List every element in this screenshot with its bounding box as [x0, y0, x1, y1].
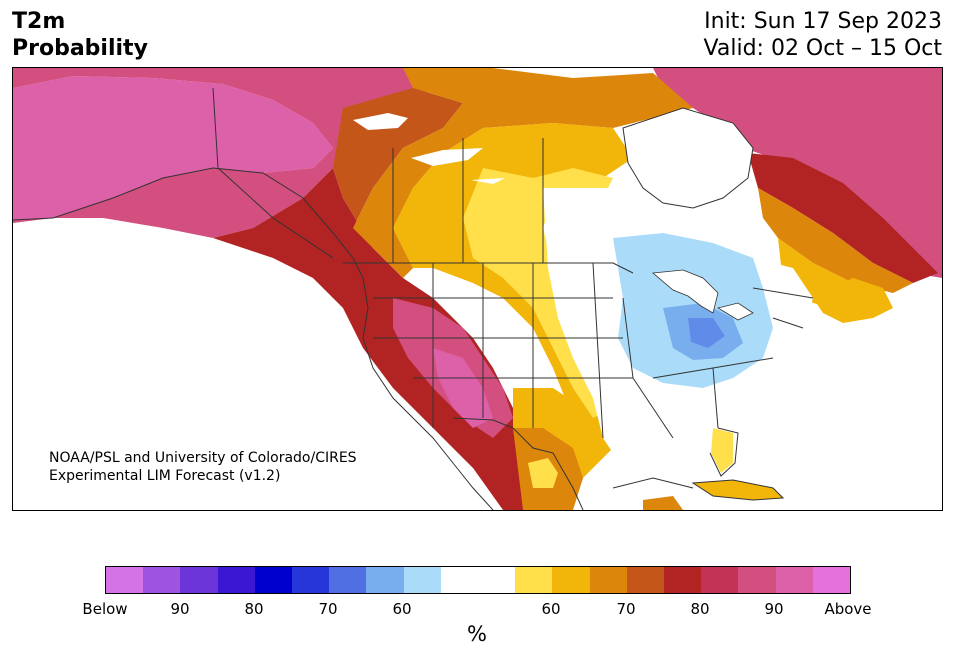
- title-line-2: Probability: [12, 36, 148, 61]
- great-bear-lake: [353, 113, 408, 130]
- colorbar-segment: [106, 567, 144, 593]
- region-above-90: [13, 68, 433, 238]
- colorbar-segment: [180, 567, 218, 593]
- colorbar-segment: [440, 567, 516, 593]
- great-lakes: [652, 269, 754, 321]
- probability-map: [12, 67, 943, 511]
- colorbar-segment: [217, 567, 255, 593]
- region-west-above-80: [213, 168, 533, 510]
- great-slave-lake: [411, 148, 483, 166]
- init-date: Init: Sun 17 Sep 2023: [704, 9, 942, 34]
- forecast-dates: Init: Sun 17 Sep 2023 Valid: 02 Oct – 15…: [704, 8, 942, 62]
- colorbar-label-80-below: 80: [244, 600, 264, 618]
- colorbar-segment: [403, 567, 441, 593]
- colorbar-segment: [589, 567, 627, 593]
- region-far-above: [13, 76, 333, 220]
- colorbar-segment: [366, 567, 404, 593]
- colorbar-label-70-above: 70: [616, 600, 636, 618]
- colorbar-label-90-below: 90: [170, 600, 190, 618]
- lake-athabasca: [471, 178, 505, 184]
- title-line-1: T2m: [12, 9, 66, 34]
- region-cuba: [693, 480, 783, 500]
- region-canada-65: [353, 68, 693, 278]
- credit-line-1: NOAA/PSL and University of Colorado/CIRE…: [49, 450, 357, 466]
- region-florida-60: [711, 428, 733, 473]
- colorbar-segment: [738, 567, 776, 593]
- region-maritime-above: [813, 278, 893, 323]
- region-mexico-south: [643, 496, 683, 510]
- colorbar-segment: [626, 567, 665, 593]
- region-below-70: [688, 318, 725, 348]
- colorbar-label-90-above: 90: [764, 600, 784, 618]
- region-southwest-far-above: [433, 348, 493, 428]
- map-title: T2m Probability: [12, 8, 148, 62]
- map-canvas: [13, 68, 942, 510]
- colorbar-label-70-below: 70: [318, 600, 338, 618]
- colorbar-segment: [552, 567, 590, 593]
- colorbar-segment: [143, 567, 181, 593]
- colorbar-segment: [664, 567, 702, 593]
- colorbar-segment: [292, 567, 330, 593]
- hudson-bay: [623, 108, 753, 208]
- valid-range: Valid: 02 Oct – 15 Oct: [703, 36, 942, 61]
- colorbar-segment: [775, 567, 813, 593]
- colorbar: [105, 566, 851, 594]
- political-borders: [13, 87, 814, 510]
- colorbar-unit: %: [467, 622, 487, 646]
- colorbar-segment: [515, 567, 553, 593]
- credit-line-2: Experimental LIM Forecast (v1.2): [49, 468, 281, 484]
- colorbar-label-60-above: 60: [541, 600, 561, 618]
- region-texas-core: [528, 458, 558, 488]
- data-credit: NOAA/PSL and University of Colorado/CIRE…: [49, 449, 357, 485]
- region-northeast-80: [748, 153, 938, 283]
- colorbar-segment: [254, 567, 293, 593]
- colorbar-segment: [701, 567, 739, 593]
- region-northeast-70: [758, 188, 913, 293]
- colorbar-label-80-above: 80: [690, 600, 710, 618]
- colorbar-segment: [329, 567, 367, 593]
- colorbar-label-above: Above: [824, 600, 872, 618]
- colorbar-segment: [812, 567, 851, 593]
- colorbar-label-below: Below: [82, 600, 128, 618]
- colorbar-label-60-below: 60: [392, 600, 412, 618]
